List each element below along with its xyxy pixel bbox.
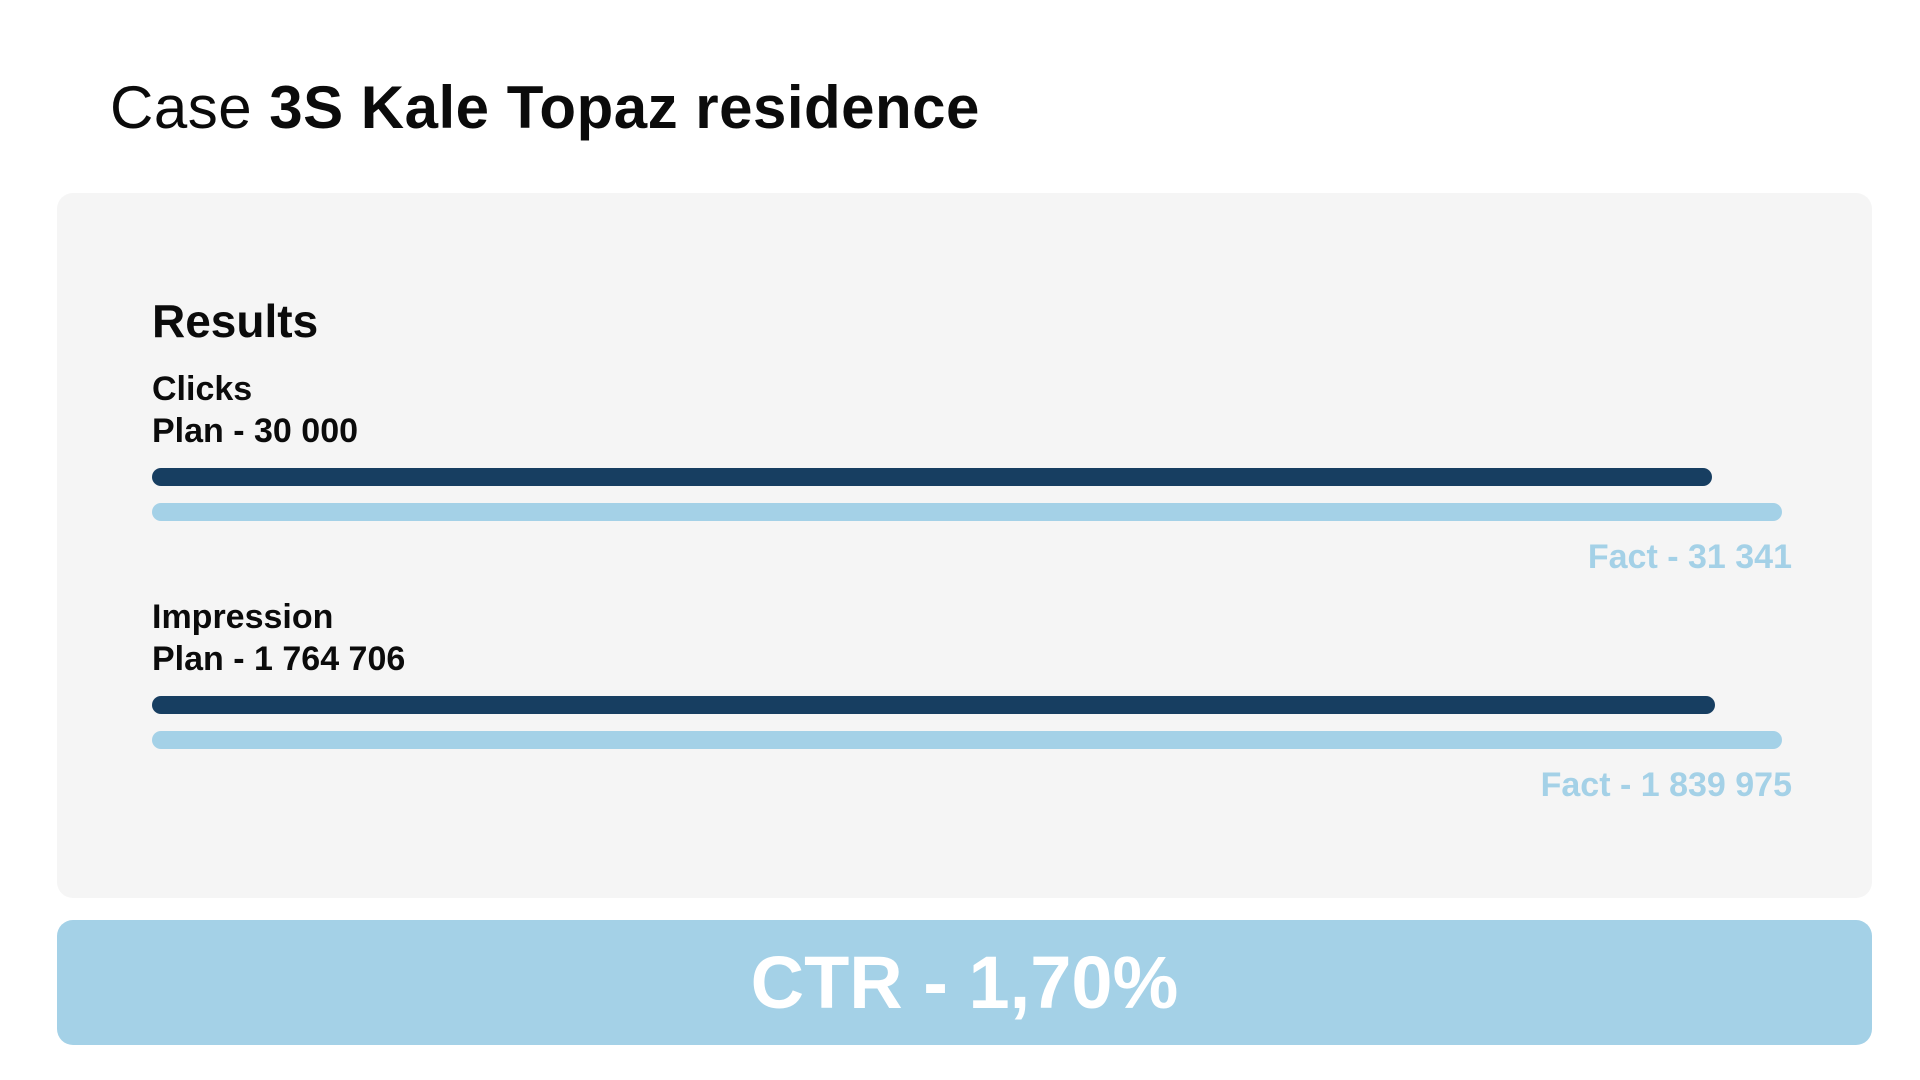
impression-fact-label: Fact - 1 839 975 (1540, 766, 1792, 804)
page-title-main: 3S Kale Topaz residence (269, 74, 980, 141)
results-panel: Results Clicks Plan - 30 000 Fact - 31 3… (57, 193, 1872, 898)
impression-plan-bar (152, 696, 1715, 714)
impression-plan-track (152, 696, 1782, 714)
impression-fact-track (152, 731, 1782, 749)
page-title: Case 3S Kale Topaz residence (110, 68, 980, 148)
page-title-prefix: Case (110, 74, 270, 141)
clicks-fact-bar (152, 503, 1782, 521)
ctr-banner: CTR - 1,70% (57, 920, 1872, 1045)
clicks-fact-track (152, 503, 1782, 521)
clicks-plan-bar (152, 468, 1712, 486)
clicks-label: Clicks (152, 370, 253, 408)
impression-label: Impression (152, 598, 334, 636)
clicks-fact-label: Fact - 31 341 (1587, 538, 1792, 576)
impression-fact-bar (152, 731, 1782, 749)
clicks-plan-track (152, 468, 1782, 486)
impression-plan-label: Plan - 1 764 706 (152, 640, 406, 678)
clicks-plan-label: Plan - 30 000 (152, 412, 359, 450)
results-heading: Results (152, 295, 319, 347)
impression-metric: Impression Plan - 1 764 706 Fact - 1 839… (152, 596, 1792, 826)
clicks-metric: Clicks Plan - 30 000 Fact - 31 341 (152, 368, 1792, 598)
ctr-value: CTR - 1,70% (750, 940, 1179, 1024)
